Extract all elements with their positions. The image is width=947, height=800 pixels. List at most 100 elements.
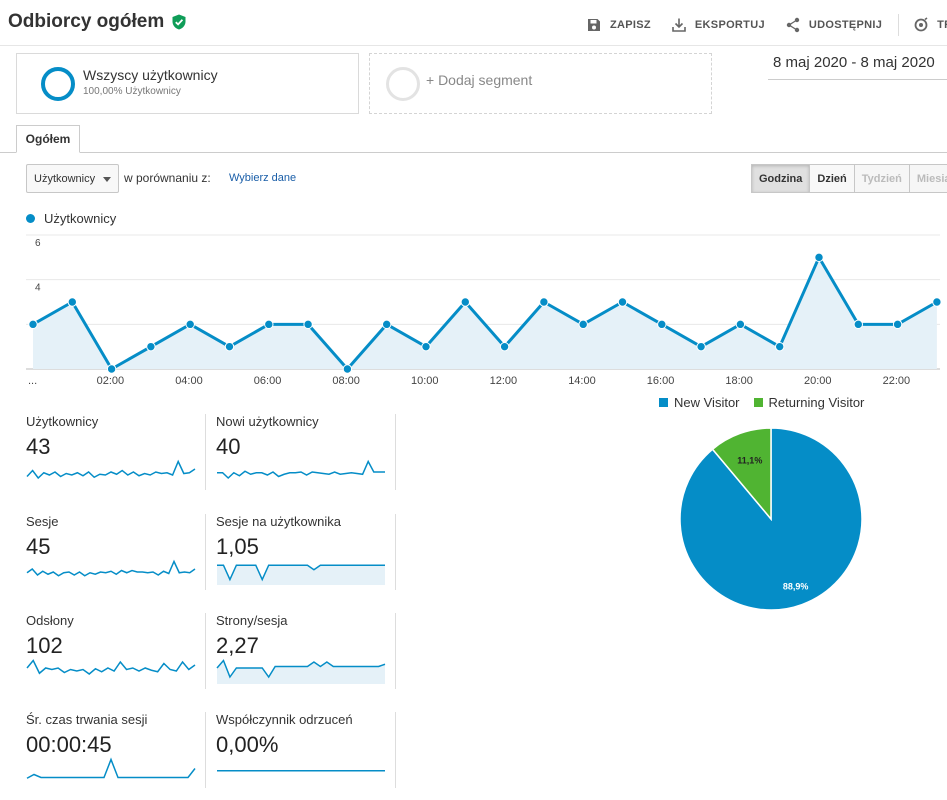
compare-label: w porównaniu z:: [124, 171, 211, 185]
legend-marker: [26, 214, 35, 223]
x-tick-label: 10:00: [411, 375, 439, 387]
data-point[interactable]: [539, 297, 549, 307]
x-tick-label: 20:00: [804, 375, 832, 387]
scorecard-divider: [395, 514, 396, 590]
scorecard[interactable]: Sesje na użytkownika 1,05: [216, 514, 394, 591]
granularity-hour-button[interactable]: Godzina: [751, 164, 811, 193]
y-tick-label: 6: [35, 238, 41, 249]
report-header: Odbiorcy ogółem ZAPISZ EKSPORTUJ UDOSTĘP…: [0, 0, 947, 46]
data-point[interactable]: [932, 297, 942, 307]
x-tick-label: 12:00: [490, 375, 518, 387]
data-point[interactable]: [303, 319, 313, 330]
scorecard[interactable]: Śr. czas trwania sesji 00:00:45: [26, 712, 204, 789]
insights-button[interactable]: TRE: [913, 17, 947, 33]
tab-overview[interactable]: Ogółem: [16, 125, 80, 153]
data-point[interactable]: [106, 364, 117, 374]
scorecard-sparkline: [217, 564, 385, 585]
chart-legend: Użytkownicy: [26, 211, 116, 226]
granularity-month-button[interactable]: Miesiąc: [908, 164, 947, 193]
data-point[interactable]: [617, 297, 628, 307]
share-icon: [786, 17, 800, 33]
data-point[interactable]: [342, 364, 353, 374]
scorecard[interactable]: Użytkownicy 43: [26, 414, 204, 491]
data-point[interactable]: [382, 319, 392, 330]
metric-select[interactable]: Użytkownicy: [26, 164, 119, 193]
segment-all-users[interactable]: Wszyscy użytkownicy 100,00% Użytkownicy: [16, 53, 359, 114]
scorecard-value: 1,05: [216, 534, 259, 559]
page-title: Odbiorcy ogółem: [8, 11, 187, 33]
toolbar-divider: [898, 14, 900, 36]
data-point[interactable]: [460, 297, 470, 307]
sparkline-line: [26, 659, 196, 675]
insights-icon: [914, 17, 928, 32]
sparkline-line: [217, 459, 385, 480]
scorecard[interactable]: Strony/sesja 2,27: [216, 613, 394, 690]
scorecard-sparkline: [217, 770, 385, 772]
pie-slice-returning-visitor[interactable]: [711, 427, 772, 522]
scorecard[interactable]: Sesje 45: [26, 514, 204, 591]
sparkline-area: [217, 565, 385, 585]
data-point[interactable]: [264, 319, 274, 330]
scorecard-divider: [205, 712, 206, 788]
data-point[interactable]: [657, 319, 667, 330]
users-line-chart: 246...02:0004:0006:0008:0010:0012:0014:0…: [26, 234, 942, 387]
sparkline-area: [217, 660, 385, 684]
data-point[interactable]: [775, 341, 785, 352]
share-button[interactable]: UDOSTĘPNIJ: [785, 17, 882, 33]
page-title-text: Odbiorcy ogółem: [8, 11, 165, 32]
data-point[interactable]: [696, 341, 706, 352]
pie-legend-label: Returning Visitor: [768, 395, 865, 410]
data-point[interactable]: [224, 341, 235, 352]
scorecard-label: Sesje: [26, 514, 59, 529]
scorecard-value: 0,00%: [216, 732, 279, 757]
data-point[interactable]: [853, 319, 863, 330]
scorecard-label: Sesje na użytkownika: [216, 514, 342, 529]
scorecard[interactable]: Nowi użytkownicy 40: [216, 414, 394, 491]
data-point[interactable]: [185, 319, 195, 330]
data-point[interactable]: [67, 297, 78, 307]
x-tick-label: 06:00: [254, 375, 282, 387]
sparkline-line: [217, 564, 385, 582]
visitor-type-pie-chart: 88,9% 11,1%: [679, 427, 863, 611]
scorecard-divider: [205, 414, 206, 490]
save-icon: [588, 19, 600, 31]
sparkline-line: [216, 659, 386, 679]
scorecard-label: Nowi użytkownicy: [216, 414, 319, 429]
scorecard-sparkline: [26, 559, 196, 577]
scorecard[interactable]: Współczynnik odrzuceń 0,00%: [216, 712, 394, 789]
verified-shield-icon: [172, 14, 186, 30]
save-button[interactable]: ZAPISZ: [586, 17, 651, 33]
series-line: [32, 255, 938, 371]
segment-subtitle: 100,00% Użytkownicy: [83, 86, 181, 97]
data-point[interactable]: [735, 319, 746, 330]
scorecard-sparkline: [217, 459, 385, 480]
tab-divider: [0, 152, 947, 153]
pie-slice-label: 88,9%: [783, 582, 809, 592]
granularity-day-button[interactable]: Dzień: [809, 164, 855, 193]
scorecard[interactable]: Odsłony 102: [26, 613, 204, 690]
pick-metric-link[interactable]: Wybierz dane: [229, 172, 297, 184]
data-point[interactable]: [146, 341, 156, 352]
data-point[interactable]: [814, 252, 824, 263]
export-button[interactable]: EKSPORTUJ: [671, 17, 765, 33]
scorecard-sparkline: [26, 757, 196, 779]
legend-label: Użytkownicy: [44, 211, 117, 226]
data-point[interactable]: [28, 319, 38, 330]
pie-legend-swatch: [659, 398, 668, 407]
sparkline-line: [26, 459, 196, 480]
scorecard-divider: [395, 414, 396, 490]
scorecard-sparkline: [26, 459, 196, 480]
add-segment-button[interactable]: + Dodaj segment: [369, 53, 712, 114]
data-point[interactable]: [578, 319, 588, 330]
scorecard-value: 102: [26, 633, 63, 658]
data-point[interactable]: [499, 341, 510, 352]
pie-slice-label: 11,1%: [737, 456, 762, 466]
segment-title: Wszyscy użytkownicy: [83, 67, 218, 83]
insights-button-label: TRE: [937, 19, 947, 31]
granularity-week-button[interactable]: Tydzień: [853, 164, 910, 193]
data-point[interactable]: [421, 341, 431, 352]
data-point[interactable]: [892, 319, 903, 330]
x-tick-label: 04:00: [175, 375, 203, 387]
series-area: [33, 257, 937, 369]
date-range-picker[interactable]: 8 maj 2020 - 8 maj 2020: [768, 54, 947, 80]
